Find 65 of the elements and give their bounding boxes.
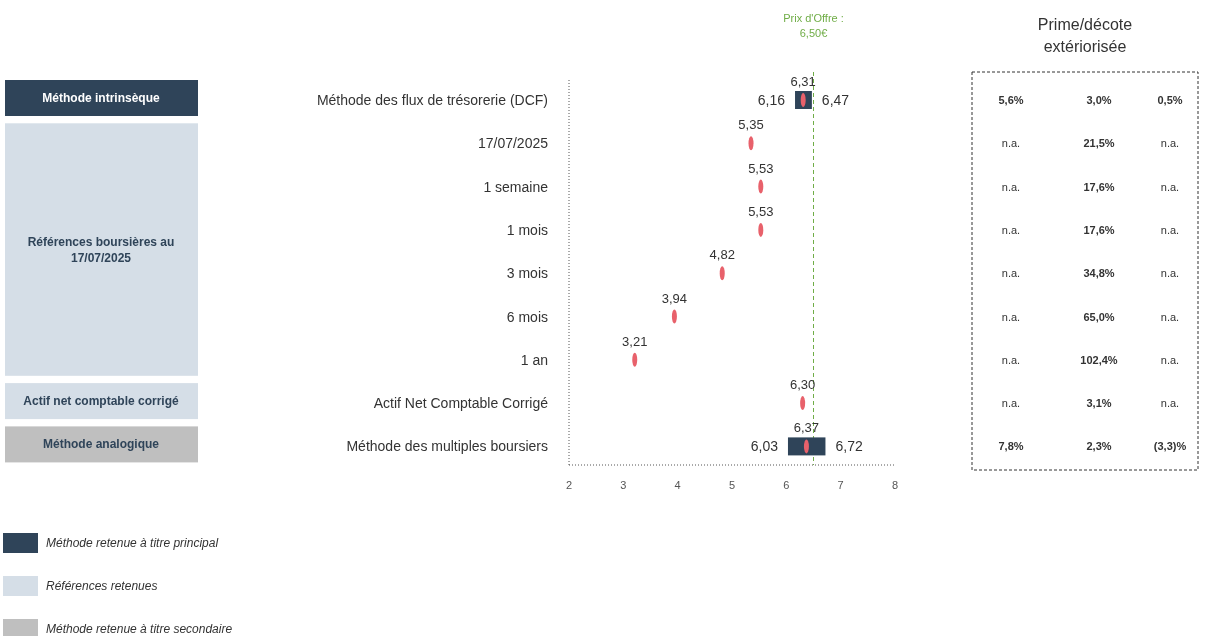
data-label: 3,21	[622, 333, 648, 349]
y-tick-label: 3 mois	[506, 265, 548, 282]
data-label: 5,53	[748, 203, 774, 219]
x-tick-label: 2	[565, 479, 573, 491]
ref-line-label: Prix d'Offre : 6,50€	[783, 12, 844, 39]
x-tick-label: 4	[674, 479, 681, 491]
text: n.a.	[1001, 223, 1021, 236]
text: Actif net comptable corrigé	[23, 394, 179, 409]
y-tick-label: Méthode des multiples boursiers	[346, 438, 548, 455]
data-label: 6,30	[789, 377, 816, 393]
x-tick-label: 5	[728, 479, 736, 491]
text: n.a.	[1001, 137, 1021, 150]
text: n.a.	[1160, 353, 1180, 366]
text: n.a.	[1160, 137, 1180, 150]
text: (3,3)%	[1153, 440, 1187, 453]
text: n.a.	[1160, 180, 1180, 193]
text: n.a.	[1001, 353, 1021, 366]
text: n.a.	[1160, 223, 1180, 236]
text: Prime/décote extériorisée	[1037, 16, 1133, 55]
data-label: 5,35	[738, 117, 764, 133]
x-tick-label: 7	[837, 479, 844, 491]
annotation: 6,16	[757, 92, 786, 108]
annotation: 6,72	[835, 438, 863, 455]
text: 102,4%	[1080, 353, 1118, 366]
y-tick-label: 1 an	[520, 351, 548, 368]
text: 7,8%	[998, 440, 1024, 453]
annotation: 6,03	[750, 438, 779, 455]
text: 3,1%	[1086, 397, 1112, 410]
text: Méthode analogique	[42, 437, 160, 452]
text: 3,0%	[1086, 94, 1112, 106]
text: n.a.	[1160, 267, 1180, 280]
text: Références retenues	[46, 579, 158, 593]
text: Méthode intrinsèque	[42, 91, 160, 105]
text: 17,6%	[1083, 180, 1115, 193]
annotation: 6,47	[821, 92, 850, 108]
text: n.a.	[1001, 267, 1021, 280]
data-label: 6,31	[790, 74, 816, 89]
x-tick-label: 6	[783, 479, 790, 491]
text: n.a.	[1001, 180, 1021, 193]
y-tick-label: Actif Net Comptable Corrigé	[373, 395, 549, 412]
text: Méthode retenue à titre principal	[46, 536, 219, 550]
text: Références boursières au 17/07/2025	[27, 234, 175, 265]
x-tick-label: 3	[620, 479, 627, 491]
y-tick-label: 17/07/2025	[477, 135, 549, 152]
text: n.a.	[1001, 397, 1021, 410]
data-label: 6,37	[793, 420, 820, 436]
y-tick-label: Méthode des flux de trésorerie (DCF)	[316, 92, 548, 108]
text: 65,0%	[1083, 310, 1115, 323]
text: n.a.	[1160, 310, 1180, 323]
text: 34,8%	[1083, 267, 1115, 280]
x-tick-label: 8	[891, 479, 899, 491]
text: 2,3%	[1086, 440, 1112, 453]
text: Méthode retenue à titre secondaire	[46, 622, 233, 636]
text: 0,5%	[1157, 94, 1183, 106]
text: n.a.	[1160, 397, 1180, 410]
text: n.a.	[1001, 310, 1021, 323]
data-label: 3,94	[661, 290, 688, 306]
text: 21,5%	[1083, 137, 1115, 150]
data-label: 4,82	[709, 247, 735, 263]
y-tick-label: 1 mois	[506, 221, 548, 238]
text: 5,6%	[998, 94, 1024, 106]
text: 17,6%	[1083, 223, 1115, 236]
data-label: 5,53	[748, 160, 774, 176]
y-tick-label: 1 semaine	[483, 178, 549, 195]
y-tick-label: 6 mois	[506, 308, 548, 325]
